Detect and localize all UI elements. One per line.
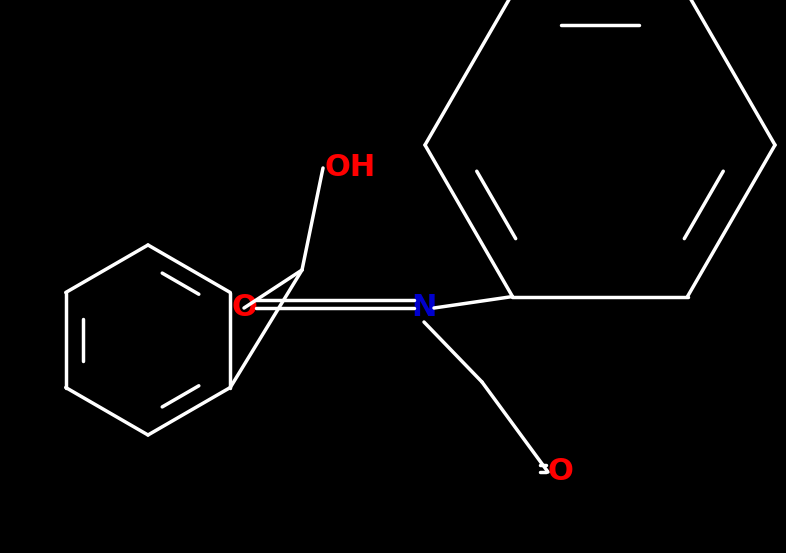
Text: O: O	[547, 457, 573, 487]
Text: OH: OH	[325, 154, 376, 182]
Text: N: N	[411, 294, 437, 322]
Text: O: O	[231, 294, 257, 322]
